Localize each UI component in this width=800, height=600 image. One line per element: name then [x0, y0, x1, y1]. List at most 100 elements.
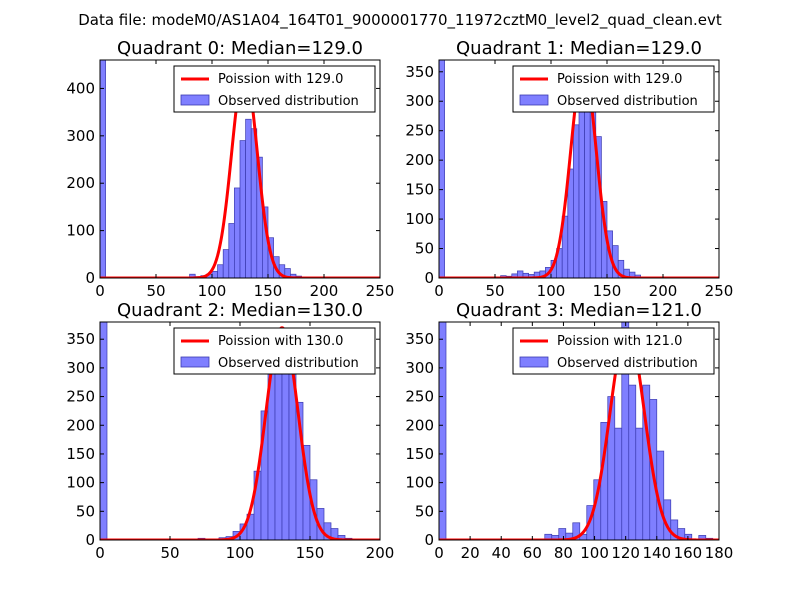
x-tick-label: 100 — [580, 544, 609, 562]
y-tick-label: 250 — [405, 122, 434, 140]
axes-frame — [438, 321, 720, 541]
figure-suptitle: Data file: modeM0/AS1A04_164T01_90000017… — [78, 11, 722, 30]
quadrant-1-panel: 0 50 100 150 200 250 0 50 100 150 200 250 300 350 Quad… — [405, 38, 733, 300]
x-tick-label: 50 — [146, 282, 165, 300]
x-tick-label: 120 — [611, 544, 640, 562]
x-tick-label: 20 — [461, 544, 480, 562]
legend-bar-label: Observed distribution — [218, 356, 359, 371]
axes-frame — [438, 59, 720, 279]
legend-line-label: Poission with 121.0 — [557, 334, 682, 349]
legend: Poission with 129.0 Observed distribution — [512, 65, 715, 113]
poisson-fit-line — [439, 327, 719, 540]
x-tick-label: 140 — [642, 544, 671, 562]
y-tick-label: 0 — [424, 531, 434, 549]
x-tick-label: 200 — [310, 282, 339, 300]
y-tick-label: 250 — [66, 388, 95, 406]
legend-bar-swatch — [180, 356, 210, 368]
histogram-bar — [274, 367, 283, 540]
legend: Poission with 130.0 Observed distribution — [173, 327, 376, 375]
x-tick-label: 60 — [523, 544, 542, 562]
y-tick-label: 0 — [85, 269, 95, 287]
y-tick-label: 50 — [76, 502, 95, 520]
x-tick-label: 40 — [492, 544, 511, 562]
histogram-bar — [628, 384, 637, 540]
y-tick-label: 150 — [405, 181, 434, 199]
y-tick-label: 200 — [66, 416, 95, 434]
legend-bar-label: Observed distribution — [557, 94, 698, 109]
histogram-bar — [222, 249, 230, 278]
x-tick-label: 0 — [434, 544, 444, 562]
legend-line-label: Poission with 130.0 — [218, 334, 343, 349]
histogram-bar — [211, 271, 218, 278]
y-tick-label: 200 — [405, 416, 434, 434]
legend: Poission with 121.0 Observed distribution — [512, 327, 715, 375]
y-tick-label: 100 — [405, 210, 434, 228]
histogram-bar — [239, 140, 246, 278]
y-tick-label: 100 — [405, 474, 434, 492]
panel-title: Quadrant 1: Median=129.0 — [456, 38, 702, 59]
y-tick-label: 150 — [405, 445, 434, 463]
histogram-bar — [228, 223, 235, 278]
legend: Poission with 129.0 Observed distribution — [173, 65, 376, 113]
x-tick-label: 0 — [95, 282, 105, 300]
legend-bar-label: Observed distribution — [218, 94, 359, 109]
y-tick-label: 300 — [405, 359, 434, 377]
x-tick-label: 100 — [198, 282, 227, 300]
histogram-bar — [572, 522, 581, 540]
legend-bar-swatch — [519, 356, 549, 368]
x-tick-label: 200 — [649, 282, 678, 300]
histogram-bar — [217, 264, 224, 278]
y-tick-label: 400 — [66, 79, 95, 97]
y-tick-label: 100 — [66, 222, 95, 240]
edge-bar — [439, 322, 447, 540]
histogram-bar — [189, 273, 196, 278]
x-tick-label: 100 — [537, 282, 566, 300]
y-tick-label: 300 — [66, 359, 95, 377]
x-tick-label: 250 — [366, 282, 395, 300]
panel-title: Quadrant 0: Median=129.0 — [117, 38, 363, 59]
poisson-fit-line — [100, 326, 380, 540]
legend-bar-swatch — [519, 94, 549, 106]
histogram-bar — [245, 118, 252, 278]
histogram-bar — [573, 124, 580, 278]
y-tick-label: 350 — [66, 330, 95, 348]
y-tick-label: 0 — [424, 269, 434, 287]
x-tick-label: 100 — [226, 544, 255, 562]
x-tick-label: 200 — [366, 544, 395, 562]
y-tick-label: 350 — [405, 330, 434, 348]
x-tick-label: 80 — [554, 544, 573, 562]
legend-bar-label: Observed distribution — [557, 356, 698, 371]
x-tick-label: 250 — [705, 282, 734, 300]
y-tick-label: 200 — [66, 174, 95, 192]
y-tick-label: 100 — [66, 474, 95, 492]
y-tick-label: 50 — [415, 240, 434, 258]
y-tick-label: 350 — [405, 63, 434, 81]
axes-frame — [99, 59, 381, 279]
panel-title: Quadrant 3: Median=121.0 — [456, 300, 702, 321]
y-tick-label: 0 — [85, 531, 95, 549]
histogram-bar — [635, 427, 644, 540]
x-tick-label: 150 — [593, 282, 622, 300]
x-tick-label: 160 — [674, 544, 703, 562]
y-tick-label: 300 — [405, 92, 434, 110]
x-tick-label: 50 — [485, 282, 504, 300]
legend-box — [173, 327, 376, 375]
x-tick-label: 150 — [254, 282, 283, 300]
x-tick-label: 150 — [296, 544, 325, 562]
x-tick-label: 0 — [434, 282, 444, 300]
x-tick-label: 180 — [705, 544, 734, 562]
legend-bar-swatch — [180, 94, 210, 106]
quadrant-3-panel: 0 20 40 60 80 100 120 140 160 1800501001502002503… — [405, 300, 733, 562]
edge-bar — [439, 60, 445, 278]
legend-line-label: Poission with 129.0 — [218, 72, 343, 87]
quadrant-2-panel: 0 50 100 150 200 0 50 100 150 200 250 300 350 Quadran… — [66, 300, 394, 562]
y-tick-label: 250 — [405, 388, 434, 406]
quadrant-0-panel: 0 50 100 150 200 250 0 100 200 300 400 Quadrant 0: … — [66, 38, 394, 300]
edge-bar — [100, 322, 108, 540]
edge-bar — [100, 60, 106, 278]
histogram-bar — [234, 187, 241, 278]
legend-line-label: Poission with 129.0 — [557, 72, 682, 87]
y-tick-label: 200 — [405, 151, 434, 169]
histogram-bar — [614, 427, 623, 540]
